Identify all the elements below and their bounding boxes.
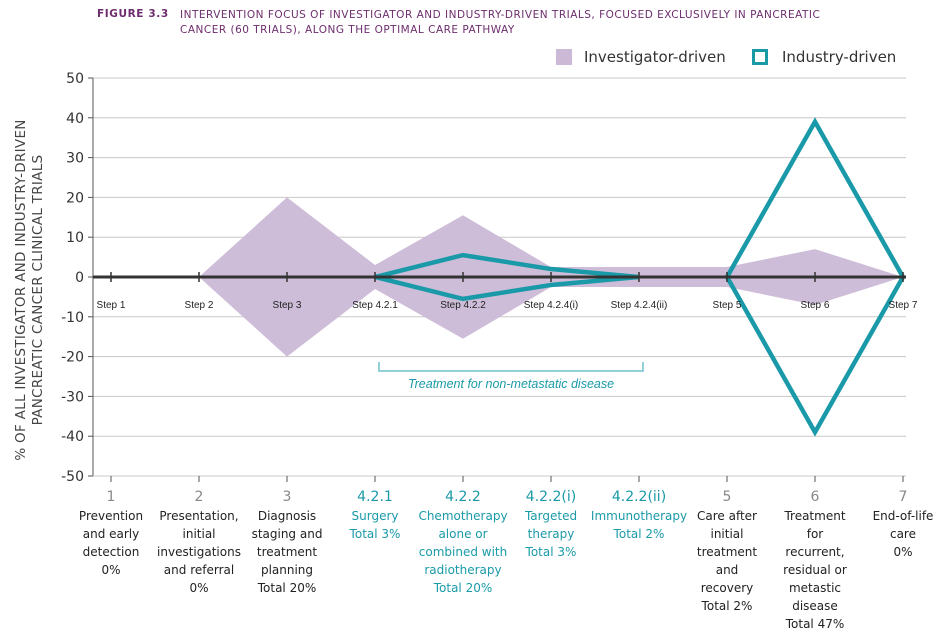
step-label-2: Step 3 (273, 300, 302, 311)
category-text-line: Care after (696, 509, 757, 523)
category-text-line: Total 3% (349, 527, 401, 541)
figure-title: INTERVENTION FOCUS OF INVESTIGATOR AND I… (180, 8, 880, 38)
category-text-line: initial (710, 527, 744, 541)
category-text-line: Chemotherapy (418, 509, 508, 523)
category-text-line: treatment (256, 545, 318, 559)
industry-swatch (752, 49, 768, 65)
y-tick-label-8: -30 (61, 389, 84, 405)
category-text-line: Prevention (78, 509, 144, 523)
category-text-line: Diagnosis (257, 509, 317, 523)
category-text-line: and referral (163, 563, 235, 577)
y-tick-label-7: -20 (61, 350, 84, 366)
step-label-7: Step 5 (713, 300, 742, 311)
step-label-5: Step 4.2.4(i) (524, 300, 578, 311)
category-2: 3 Diagnosis staging and treatment planning To… (252, 488, 323, 597)
step-label-4: Step 4.2.2 (440, 300, 486, 311)
category-text-line: Surgery (351, 509, 399, 523)
step-label-6: Step 4.2.4(ii) (611, 300, 668, 311)
category-number: 4.2.2 (445, 489, 481, 505)
category-text-line: Total 20% (433, 581, 493, 595)
category-1: 2 Presentation, initial investigations and r… (157, 488, 241, 597)
category-text-line: treatment (696, 545, 758, 559)
category-text-line: planning (260, 563, 314, 577)
y-tick-label-3: 20 (66, 190, 84, 206)
step-label-9: Step 7 (889, 300, 918, 311)
y-tick-label-4: 10 (66, 230, 84, 246)
category-4: 4.2.2 Chemotherapy alone or combined with ra… (418, 488, 507, 597)
figure-title-line-1: INTERVENTION FOCUS OF INVESTIGATOR AND I… (180, 9, 821, 21)
y-tick-label-1: 40 (66, 111, 84, 127)
category-text-line: initial (182, 527, 216, 541)
category-number: 3 (282, 489, 292, 505)
category-text-line: Total 20% (257, 581, 317, 595)
category-text-line: combined with (418, 545, 508, 559)
category-text-line: recurrent, (785, 545, 845, 559)
bracket (378, 362, 644, 372)
category-5: 4.2.2(i) Targeted therapy Total 3% (525, 488, 577, 561)
y-tick-label-0: 50 (66, 71, 84, 87)
category-number: 6 (810, 489, 820, 505)
category-number: 1 (106, 489, 116, 505)
category-text-line: disease (792, 599, 838, 613)
category-text-line: investigations (157, 545, 241, 559)
category-text-line: Total 2% (701, 599, 753, 613)
category-number: 4.2.2(i) (525, 489, 577, 505)
category-text-line: Total 47% (785, 617, 845, 631)
category-text-line: and early (82, 527, 140, 541)
category-text-line: Presentation, (159, 509, 239, 523)
y-tick-label-2: 30 (66, 151, 84, 167)
category-text-line: 0% (101, 563, 121, 577)
category-text-line: alone or (438, 527, 488, 541)
category-9: 7 End-of-life care 0% (873, 488, 934, 561)
category-text-line: and (715, 563, 739, 577)
category-3: 4.2.1 Surgery Total 3% (350, 488, 401, 543)
category-text-line: for (806, 527, 824, 541)
category-text-line: residual or (783, 563, 847, 577)
legend-investigator-label: Investigator-driven (584, 48, 726, 66)
y-tick-label-6: -10 (61, 310, 84, 326)
category-text-line: recovery (700, 581, 754, 595)
step-label-0: Step 1 (97, 300, 126, 311)
legend-industry-label: Industry-driven (782, 48, 897, 66)
category-text-line: End-of-life (872, 509, 934, 523)
category-text-line: staging and (251, 527, 323, 541)
category-text-line: 0% (893, 545, 913, 559)
category-8: 6 Treatment for recurrent, residual or metast… (783, 488, 847, 633)
figure-title-line-2: CANCER (60 TRIALS), ALONG THE OPTIMAL CA… (180, 24, 515, 36)
category-7: 5 Care after initial treatment and recovery To… (697, 488, 757, 615)
category-number: 4.2.1 (357, 489, 393, 505)
category-text-line: detection (82, 545, 140, 559)
investigator-swatch (556, 49, 572, 65)
bracket-label: Treatment for non-metastatic disease (408, 377, 614, 391)
step-label-1: Step 2 (185, 300, 214, 311)
category-number: 4.2.2(ii) (611, 489, 667, 505)
y-tick-label-10: -50 (61, 469, 84, 485)
category-text-line: Targeted (524, 509, 578, 523)
category-6: 4.2.2(ii) Immunotherapy Total 2% (591, 488, 687, 543)
category-number: 2 (194, 489, 204, 505)
category-text-line: care (889, 527, 916, 541)
category-text-line: Total 2% (613, 527, 665, 541)
category-text-line: Immunotherapy (590, 509, 688, 523)
category-0: 1 Prevention and early detection 0% (79, 488, 143, 579)
y-tick-label-9: -40 (61, 429, 84, 445)
category-text-line: therapy (527, 527, 575, 541)
figure-label: FIGURE 3.3 (97, 8, 169, 20)
legend-industry: Industry-driven (752, 48, 896, 66)
category-text-line: 0% (189, 581, 209, 595)
category-text-line: radiotherapy (424, 563, 502, 577)
category-number: 5 (722, 489, 732, 505)
step-label-3: Step 4.2.1 (352, 300, 398, 311)
category-number: 7 (898, 489, 908, 505)
legend-investigator: Investigator-driven (556, 48, 726, 66)
y-tick-label-5: 0 (75, 270, 84, 286)
category-text-line: Total 3% (525, 545, 577, 559)
category-text-line: Treatment (784, 509, 846, 523)
step-label-8: Step 6 (801, 300, 830, 311)
category-text-line: metastic (788, 581, 842, 595)
